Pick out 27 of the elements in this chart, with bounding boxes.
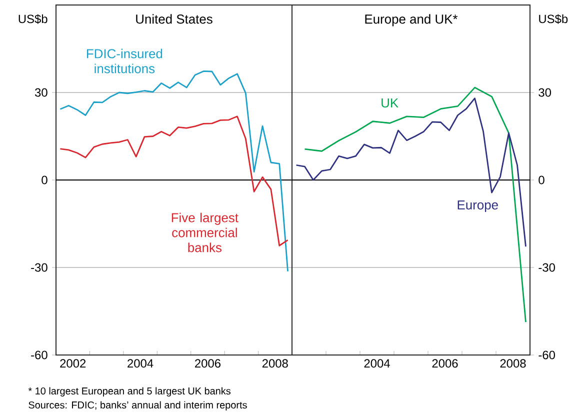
x-tick-label: 2004 — [128, 359, 154, 368]
x-tick-label: 2002 — [60, 359, 86, 368]
x-tick-label: 2004 — [364, 359, 390, 368]
line-series — [296, 98, 526, 248]
line-series — [304, 86, 526, 323]
x-tick-label: 2008 — [262, 359, 288, 368]
series-label: UK — [382, 98, 398, 108]
y2-tick-label: 0 — [538, 176, 544, 184]
x-tick-label: 2006 — [195, 359, 220, 368]
y-tick-label: -60 — [31, 350, 48, 360]
source-note: Sources: FDIC; banks’ annual and interim reports — [28, 401, 247, 410]
text: * 10 largest European and 5 largest UK banks — [28, 387, 231, 396]
text: Europe and UK* — [365, 14, 458, 26]
y2-tick-label: -30 — [538, 263, 555, 272]
y2-tick-label: 30 — [538, 88, 552, 97]
y2-axis-title: US$b — [539, 14, 568, 24]
series-label: Europe — [458, 200, 498, 212]
x-tick-label: 2006 — [432, 359, 458, 368]
x-tick-label: 2008 — [500, 359, 526, 368]
y-tick-label: 30 — [34, 88, 48, 97]
y-tick-label: -30 — [31, 263, 48, 272]
text: United States — [136, 14, 212, 24]
y2-tick-label: -60 — [538, 350, 555, 360]
y-tick-label: 0 — [42, 176, 48, 184]
y-axis-title: US$b — [18, 14, 48, 24]
series-label: FDIC-insured institutions — [87, 48, 162, 74]
text: Five largest commercial banks — [172, 212, 238, 252]
